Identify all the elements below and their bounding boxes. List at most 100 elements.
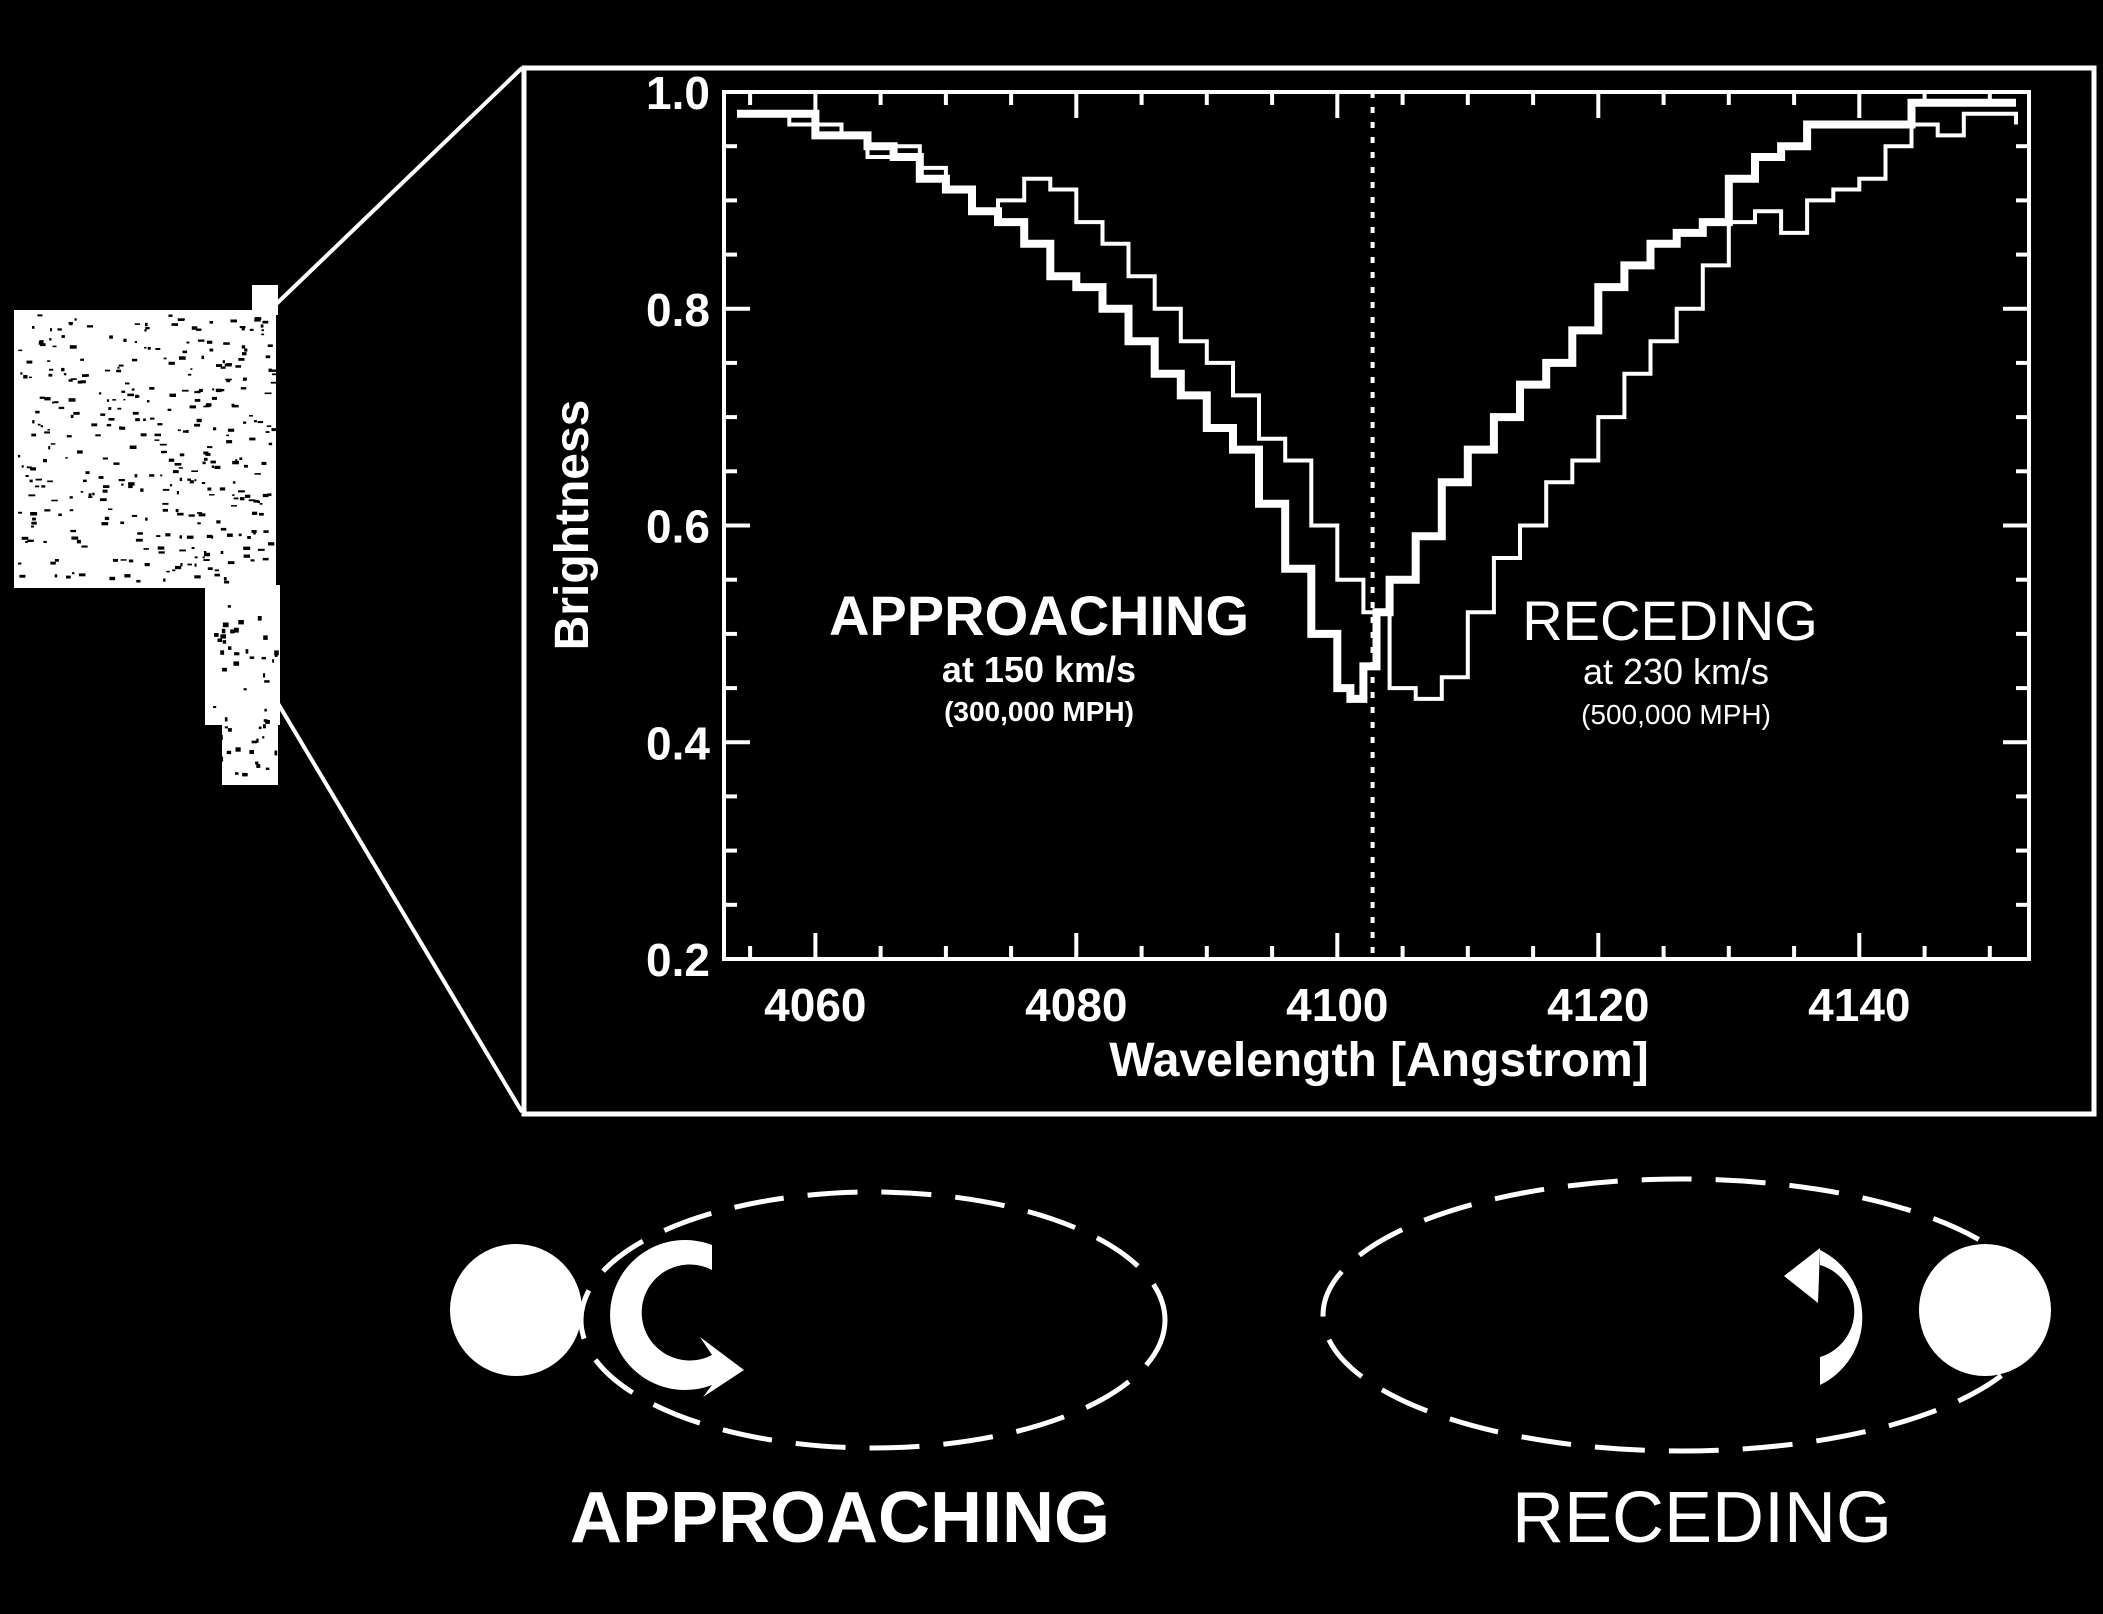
speckle — [128, 482, 135, 486]
speckle — [83, 479, 87, 483]
speckle — [163, 578, 166, 582]
spectrum-series-group — [737, 98, 2018, 703]
speckle — [168, 458, 175, 462]
speckle — [217, 638, 223, 642]
star-circle — [450, 1244, 582, 1376]
speckle — [127, 393, 134, 397]
speckle — [224, 726, 228, 729]
speckle — [222, 640, 227, 644]
speckle — [85, 374, 89, 377]
speckle — [249, 328, 254, 331]
speckle — [30, 512, 38, 516]
speckle — [144, 563, 150, 567]
speckle — [219, 487, 226, 491]
speckle — [187, 563, 192, 566]
speckle — [28, 376, 32, 379]
y-axis-label: Brightness — [546, 400, 599, 651]
speckle — [162, 508, 168, 512]
speckle — [264, 680, 270, 683]
speckle — [129, 445, 137, 449]
speckle — [181, 389, 189, 392]
speckle — [191, 470, 198, 472]
zoom-line-bottom — [268, 688, 524, 1114]
speckle — [207, 487, 212, 491]
speckle — [268, 368, 272, 372]
speckle — [179, 453, 185, 457]
speckle — [205, 453, 211, 456]
speckle — [25, 475, 29, 477]
speckle — [254, 317, 262, 320]
speckle — [262, 557, 269, 561]
speckle — [241, 345, 246, 349]
speckle — [249, 750, 254, 754]
speckle — [112, 399, 117, 401]
speckle — [257, 500, 260, 503]
speckle — [209, 348, 214, 352]
speckle — [26, 466, 32, 469]
speckle — [78, 573, 86, 577]
speckle — [226, 750, 232, 755]
speckle — [263, 673, 266, 678]
speckle — [61, 335, 65, 338]
speckle — [102, 489, 108, 493]
speckle — [180, 563, 183, 567]
speckle — [119, 426, 126, 430]
speckle — [217, 756, 224, 762]
speckle — [163, 357, 167, 360]
x-tick-label: 4060 — [764, 979, 866, 1031]
speckle — [179, 356, 186, 360]
speckle — [108, 418, 115, 421]
speckle — [123, 398, 126, 401]
speckle — [226, 379, 231, 383]
speckle — [149, 474, 155, 477]
speckle — [179, 535, 182, 539]
speckle — [231, 505, 237, 507]
speckle — [262, 493, 269, 498]
speckle — [214, 573, 221, 577]
speckle — [187, 373, 192, 376]
star-circle — [1919, 1244, 2051, 1376]
speckle — [143, 548, 149, 550]
speckle — [214, 465, 221, 469]
speckle — [253, 532, 256, 535]
speckle — [168, 361, 175, 365]
speckle — [218, 735, 223, 740]
speckle — [39, 340, 44, 344]
speckle — [70, 378, 77, 380]
speckle — [166, 570, 170, 573]
speckle — [233, 661, 240, 666]
speckle — [231, 404, 239, 408]
speckle — [29, 479, 33, 483]
speckle — [102, 457, 108, 460]
speckle — [21, 536, 29, 540]
speckle — [50, 561, 56, 565]
speckle — [77, 450, 83, 454]
speckle — [95, 434, 101, 437]
speckle — [256, 738, 259, 743]
speckle — [180, 318, 185, 321]
x-tick-label: 4100 — [1286, 979, 1388, 1031]
speckle — [69, 322, 73, 326]
speckle — [154, 433, 161, 437]
speckle — [132, 411, 139, 415]
speckle — [261, 461, 267, 465]
speckle — [251, 511, 258, 515]
speckle — [239, 457, 243, 461]
speckle — [257, 616, 262, 621]
speckle — [112, 558, 118, 562]
speckle — [265, 720, 270, 724]
speckle — [239, 497, 245, 501]
speckle — [123, 338, 127, 342]
x-tick-label: 4080 — [1025, 979, 1127, 1031]
speckle — [243, 421, 247, 424]
speckle — [250, 559, 255, 562]
speckle — [194, 563, 197, 567]
speckle — [220, 527, 227, 531]
speckle — [191, 326, 198, 330]
speckle — [189, 405, 196, 409]
x-axis-ticks: 4060 4080 4100 4120 4140 — [748, 92, 1992, 1031]
speckle — [234, 627, 239, 633]
speckle — [134, 323, 140, 325]
speckle — [223, 577, 227, 581]
speckle — [212, 388, 215, 391]
